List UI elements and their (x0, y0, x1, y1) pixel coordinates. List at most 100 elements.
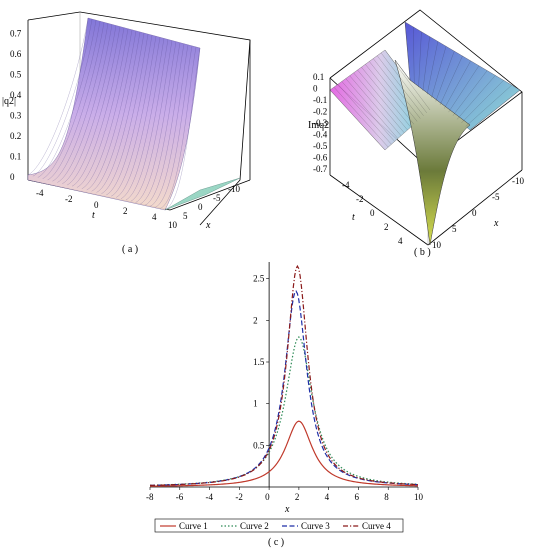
panel-c-series-line (149, 290, 419, 486)
panel-a-mesh-line (140, 42, 181, 204)
panel-c-x-tick-label: 4 (325, 492, 330, 502)
panel-b-mesh-line (380, 52, 427, 113)
panel-c-x-tick-label: 0 (265, 492, 270, 502)
panel-c-y-tick-label: 2 (253, 315, 258, 325)
panel-b-mesh-line (418, 31, 422, 88)
panel-b-mesh-line (448, 65, 480, 113)
panel-b-x-tick: -5 (492, 192, 500, 202)
panel-a-z-tick: 0.1 (10, 152, 21, 162)
panel-c-legend: Curve 1 Curve 2 Curve 3 Curve 4 (160, 521, 391, 531)
panel-a-mesh-line (106, 35, 153, 196)
panel-c-legend-label: Curve 3 (301, 521, 330, 531)
panel-a-x-tick: 10 (168, 220, 178, 230)
panel-b-mesh-line (353, 72, 405, 133)
panel-c-series (149, 264, 419, 487)
panel-b-mesh-line (337, 84, 392, 145)
panel-c-series-line (149, 336, 419, 486)
panel-b-x-tick: 10 (432, 240, 442, 250)
panel-b-mesh-line (369, 61, 418, 122)
panel-a-mesh-line (130, 40, 173, 202)
panel-a-t-ticks: -4 -2 0 2 4 (36, 188, 157, 222)
panel-b-frame-edge (427, 169, 523, 246)
panel-b-mesh-line (365, 64, 415, 125)
panel-a-mesh-line (135, 41, 177, 203)
panel-c-series-line (149, 420, 419, 487)
panel-c-legend-label: Curve 1 (179, 521, 208, 531)
panel-c-x-tick-label: 6 (354, 492, 359, 502)
panel-b-mesh-line (341, 81, 395, 142)
panel-c-caption: ( c ) (268, 537, 284, 548)
panel-b-z-tick: -0.6 (313, 153, 328, 163)
panel-a-x-tick: 0 (198, 202, 203, 212)
panel-a-mesh-line (150, 44, 189, 207)
panel-b-z-tick: 0.1 (313, 72, 324, 82)
panel-a-mesh-line (101, 34, 149, 194)
panel-b-t-tick: -4 (342, 180, 350, 190)
panel-a-z-tick: 0.7 (10, 29, 22, 39)
panel-b-mesh-line (329, 89, 386, 151)
panel-c-x-tick-label: 10 (414, 492, 424, 502)
panel-a-mesh-line (160, 46, 197, 209)
panel-c-x-tick-label: 8 (384, 492, 389, 502)
panel-b-x-ticks: 10 5 0 -5 -10 (432, 176, 524, 250)
panel-b-mesh-line (465, 85, 512, 127)
panel-c-x-tick-label: 2 (295, 492, 300, 502)
panel-b-mesh-line (435, 51, 455, 102)
panel-a-x-ticks: 10 50 -5 -10 (168, 184, 240, 230)
panel-b-z-tick: -0.1 (313, 95, 327, 105)
panel-a-z-tick: 0.2 (10, 131, 21, 141)
panel-b: 0.10-0.1-0.2-0.3-0.4-0.5-0.6-0.7 -4-2024… (308, 9, 524, 258)
panel-c-x-tick-label: -2 (235, 492, 243, 502)
panel-b-z-label: Imq2 (308, 120, 329, 131)
panel-b-mesh-line (361, 67, 411, 128)
panel-a-z-ticks: 0 0.1 0.2 0.3 0.4 0.5 0.6 0.7 (10, 29, 22, 183)
panel-b-x-tick: -10 (512, 176, 524, 186)
panel-c-legend-box (154, 518, 404, 533)
panel-a-surface (27, 17, 201, 211)
panel-a-mesh-line (125, 39, 169, 201)
panel-b-x-label: x (493, 218, 499, 229)
panel-c: -8 -6 -4 -2 0 2 4 6 8 100.511.522.5 x Curve 1 Curv… (146, 262, 424, 548)
panel-a-x-tick: -10 (228, 184, 240, 194)
panel-a-z-label: |q2| (2, 96, 16, 107)
panel-b-mesh-line (461, 80, 504, 123)
panel-c-x-tick-label: -8 (146, 492, 154, 502)
panel-b-t-tick: 4 (398, 236, 403, 246)
panel-b-z-tick: -0.2 (313, 107, 327, 117)
panel-a-t-tick: 4 (152, 212, 157, 222)
panel-b-mesh-line (357, 69, 408, 131)
panel-a-mesh-line (155, 45, 193, 208)
panel-c-axes: -8 -6 -4 -2 0 2 4 6 8 10 0.5 1 1.5 2 2.5 (146, 262, 424, 502)
panel-c-y-tick-label: 2.5 (253, 274, 265, 284)
panel-b-mesh-line (384, 49, 431, 111)
panel-b-mesh-line (333, 87, 389, 148)
panel-b-mesh-line (377, 55, 424, 116)
panel-a-mesh-line (145, 43, 185, 206)
panel-b-z-ticks: 0.1 0-0.1 -0.2-0.3 -0.4-0.5 -0.6-0.7 (313, 72, 328, 174)
panel-b-mesh-line (452, 70, 488, 116)
panel-c-y-tick-label: 1.5 (253, 357, 265, 367)
panel-a-t-tick: 0 (94, 200, 99, 210)
panel-a-floor (164, 177, 241, 211)
panel-b-mesh-line (349, 75, 402, 136)
panel-c-series-line (149, 264, 419, 486)
panel-a-x-tick: -5 (213, 193, 221, 203)
panel-a-z-tick: 0.4 (10, 90, 22, 100)
panel-b-mesh-line (426, 41, 439, 95)
panel-a-z-tick: 0.6 (10, 49, 22, 59)
panel-b-t-label: t (352, 212, 355, 223)
panel-b-mesh-line (444, 60, 471, 109)
panel-b-z-tick: -0.5 (313, 141, 328, 151)
panel-a-x-tick: 5 (183, 211, 188, 221)
panel-c-x-tick-label: -6 (176, 492, 184, 502)
panel-b-mesh-line (413, 26, 415, 84)
panel-c-legend-label: Curve 4 (362, 521, 391, 531)
panel-a-mesh-line (164, 47, 201, 211)
panel-b-z-tick: -0.4 (313, 130, 328, 140)
panel-b-mesh-line (373, 58, 421, 119)
panel-b-t-ticks: -4 -2 024 (342, 180, 403, 246)
panel-b-z-tick: -0.7 (313, 164, 328, 174)
panel-b-mesh-line (457, 75, 496, 120)
